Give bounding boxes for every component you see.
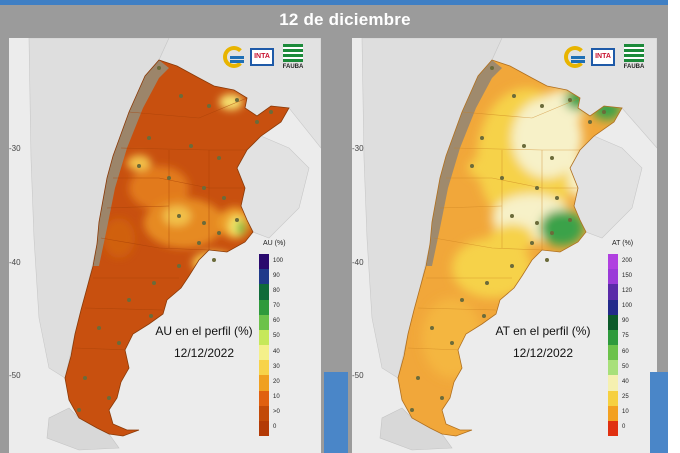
argentina-outline — [64, 59, 290, 437]
at-legend-swatch — [608, 420, 618, 437]
at-legend: AT (%) 200 150 120 100 90 75 60 50 40 25 10 0 — [606, 240, 652, 440]
top-accent-band — [0, 0, 680, 5]
at-label: AT en el perfil (%) — [495, 324, 591, 338]
au-legend-swatch — [259, 360, 269, 376]
at-legend-tick: 100 — [622, 303, 633, 310]
fauba-logo-icon: FAUBA — [279, 44, 307, 74]
andes-mask-at — [426, 60, 502, 266]
at-map — [361, 38, 657, 451]
inta-logo-icon: INTA — [250, 48, 274, 66]
au-legend-swatch — [259, 254, 269, 270]
at-map-panel: -30 -40 -50 INTA FAUBA AT en el perfil (… — [352, 38, 657, 453]
at-legend-tick: 75 — [622, 333, 629, 340]
at-legend-tick: 120 — [622, 287, 633, 294]
andes-mask — [93, 60, 169, 266]
au-legend-tick: 100 — [273, 257, 284, 264]
at-legend-swatch — [608, 405, 618, 422]
au-legend: AU (%) 100 90 80 70 60 50 40 30 20 10 >0 0 — [255, 240, 305, 440]
au-legend-swatch — [259, 314, 269, 331]
au-legend-swatch — [259, 299, 269, 316]
au-legend-tick: >0 — [273, 409, 280, 416]
au-legend-tick: 50 — [273, 333, 280, 340]
at-legend-tick: 10 — [622, 409, 629, 416]
at-legend-swatch — [608, 254, 618, 270]
at-legend-swatch — [608, 345, 618, 361]
au-map-caption: AU en el perfil (%) 12/12/2022 — [149, 320, 259, 364]
at-legend-swatch — [608, 375, 618, 391]
au-legend-swatch — [259, 390, 269, 407]
au-legend-swatch — [259, 269, 269, 285]
at-legend-swatch — [608, 299, 618, 316]
at-legend-tick: 90 — [622, 318, 629, 325]
argentina-outline-at — [397, 59, 623, 437]
at-legend-swatch — [608, 314, 618, 331]
fauba-logo-icon-at: FAUBA — [620, 44, 648, 74]
lat-tick-30: -30 — [9, 144, 21, 153]
au-legend-tick: 90 — [273, 272, 280, 279]
au-legend-swatch — [259, 345, 269, 361]
lat-tick-40: -40 — [9, 258, 21, 267]
lat-tick-30-at: -30 — [352, 144, 364, 153]
au-legend-swatch — [259, 329, 269, 346]
lat-tick-40-at: -40 — [352, 258, 364, 267]
au-legend-tick: 60 — [273, 318, 280, 325]
right-white-strip — [668, 0, 680, 453]
at-legend-tick: 40 — [622, 378, 629, 385]
at-legend-tick: 150 — [622, 272, 633, 279]
province-borders-at — [407, 97, 581, 351]
station-points — [77, 66, 273, 412]
conae-logo-icon-at — [564, 46, 586, 68]
at-map-caption: AT en el perfil (%) 12/12/2022 — [488, 320, 598, 364]
au-legend-swatch — [259, 405, 269, 422]
au-map — [28, 38, 321, 451]
au-legend-title: AU (%) — [263, 240, 286, 247]
at-legend-tick: 60 — [622, 348, 629, 355]
province-borders — [74, 97, 248, 351]
au-legend-swatch — [259, 284, 269, 300]
at-legend-swatch — [608, 329, 618, 346]
at-legend-tick: 25 — [622, 394, 629, 401]
inta-logo-icon-at: INTA — [591, 48, 615, 66]
lat-tick-50: -50 — [9, 371, 21, 380]
at-legend-swatch — [608, 284, 618, 300]
at-legend-swatch — [608, 360, 618, 376]
au-legend-tick: 30 — [273, 363, 280, 370]
decor-blue-block — [324, 372, 348, 453]
at-legend-swatch — [608, 390, 618, 407]
fauba-logo-text: FAUBA — [282, 64, 304, 70]
page-title: 12 de diciembre — [279, 10, 411, 29]
au-date: 12/12/2022 — [173, 346, 235, 360]
lat-tick-50-at: -50 — [352, 371, 364, 380]
fauba-logo-text-at: FAUBA — [623, 64, 645, 70]
au-legend-tick: 20 — [273, 378, 280, 385]
at-legend-tick: 200 — [622, 257, 633, 264]
au-legend-swatch — [259, 375, 269, 391]
au-legend-tick: 80 — [273, 287, 280, 294]
at-legend-title: AT (%) — [612, 240, 634, 247]
au-legend-tick: 0 — [273, 424, 277, 431]
at-legend-tick: 0 — [622, 424, 626, 431]
au-legend-swatch — [259, 420, 269, 437]
conae-logo-icon — [223, 46, 245, 68]
au-legend-tick: 40 — [273, 348, 280, 355]
au-legend-tick: 70 — [273, 303, 280, 310]
at-legend-tick: 50 — [622, 363, 629, 370]
au-label: AU en el perfil (%) — [155, 324, 253, 338]
at-date: 12/12/2022 — [512, 346, 574, 360]
station-points-at — [410, 66, 606, 412]
at-legend-swatch — [608, 269, 618, 285]
au-map-panel: -30 -40 -50 INTA FAUBA AU en el perfil (… — [9, 38, 321, 453]
au-legend-tick: 10 — [273, 394, 280, 401]
